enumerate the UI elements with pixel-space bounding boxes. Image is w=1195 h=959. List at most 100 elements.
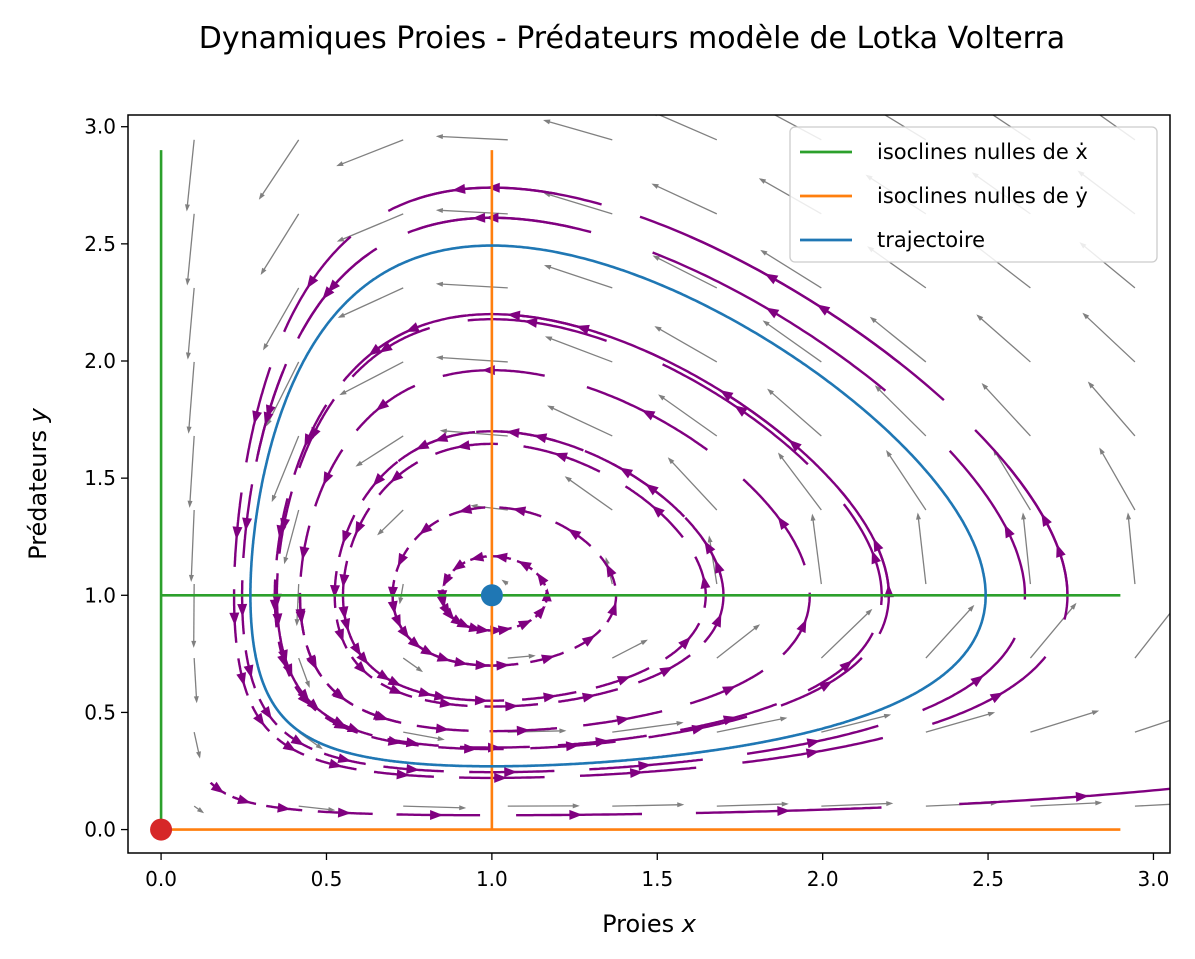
streamline-arrow [439,698,454,708]
streamline-arrow [253,712,265,727]
streamline-arrow [306,274,319,289]
streamline-arrow [475,659,489,670]
streamline-arrow [788,439,802,452]
streamline-arrow [328,758,343,769]
streamline-arrow [260,705,272,720]
quiver-arrow [716,716,788,733]
streamline-arrow [512,506,527,517]
quiver-arrow [810,513,822,585]
quiver-arrow [821,801,894,807]
quiver-arrow [507,803,580,809]
streamline-arrow [277,653,287,668]
streamline-arrow [390,470,404,483]
streamline-arrow [387,675,402,687]
streamline-arrow [323,471,334,486]
streamline-arrow [243,664,254,679]
streamline-arrow [375,398,390,411]
quiver-arrow [435,281,508,289]
streamline [351,326,431,378]
x-tick-label: 0.0 [145,867,177,891]
streamline [300,247,378,332]
quiver-arrow [193,731,201,759]
streamline-arrow [297,692,310,706]
quiver-arrow [1099,447,1136,511]
quiver-arrow [992,448,1031,511]
streamline-arrow [452,559,466,571]
quiver-arrow [1134,612,1170,659]
quiver-arrow [260,213,300,275]
quiver-arrow [1134,803,1170,807]
streamline-arrow [871,550,882,565]
quiver-arrow [543,264,613,289]
plot-area [159,115,1170,831]
streamline-arrow [533,605,546,620]
quiver-arrow [762,320,822,363]
streamline-arrow [337,753,352,764]
streamline-arrow [276,524,287,539]
streamline-arrow [306,654,317,669]
streamline-arrow [406,764,420,774]
streamline-arrow [237,603,248,618]
streamline-arrow [470,551,485,562]
streamline-arrow [372,710,387,720]
quiver-arrow [298,657,310,688]
quiver-arrow [981,383,1031,437]
plot-frame [127,114,1171,854]
streamline-arrow [419,522,433,535]
streamline-arrow [229,612,240,626]
streamline-arrow [436,652,451,662]
quiver-arrow [874,385,927,437]
quiver-arrow [185,287,195,360]
legend-label: isoclines nulles de ẋ [877,140,1088,164]
quiver-arrow [707,535,718,585]
streamline-arrow [565,741,580,752]
quiver-arrow [821,713,892,733]
streamline-arrow [678,636,691,650]
quiver-arrow [188,509,195,582]
streamline-arrow [606,563,617,578]
streamline-arrow [722,686,736,696]
x-tick-label: 3.0 [1138,867,1170,891]
streamline-arrow [372,473,386,487]
streamline [297,252,370,340]
streamline-arrow [567,528,582,541]
streamline-arrow [777,516,790,531]
streamline-arrow [277,802,291,813]
quiver-arrow [187,435,195,508]
streamline-arrow [282,740,297,752]
quiver-arrow [612,720,684,733]
quiver-arrow [777,452,822,511]
quiver-arrow [916,512,927,585]
quiver-arrow [652,255,718,289]
quiver-arrow [439,428,508,437]
equilibrium-point [480,584,503,607]
quiver-arrow [186,361,195,434]
quiver-arrow [435,134,508,141]
streamline-arrow [486,182,500,193]
quiver-arrow [1030,800,1103,807]
quiver-arrow [976,314,1031,363]
streamline [624,485,684,539]
quiver-arrow [667,457,718,511]
quiver-arrow [1082,312,1136,363]
streamline-arrow [1056,543,1066,558]
equilibrium-point [150,818,173,841]
x-tick-label: 1.0 [476,867,508,891]
streamline-arrow [458,504,473,514]
streamline-arrow [691,724,706,735]
y-axis-label: Prédateurs y [24,407,52,559]
quiver-arrow [612,802,685,808]
streamline-arrow [805,748,820,759]
streamline-arrow [629,768,644,779]
streamline-arrow [638,760,652,771]
streamline-arrow [263,411,274,426]
legend-label: isoclines nulles de ẏ [877,184,1088,208]
streamline-arrow [333,719,348,730]
streamline-arrow [711,613,722,628]
streamline-arrow [989,692,1004,704]
x-tick-label: 2.5 [972,867,1004,891]
quiver-arrow [193,805,205,814]
quiver-arrow [1134,719,1170,733]
streamline-arrow [704,540,716,555]
streamlines [209,182,1170,820]
